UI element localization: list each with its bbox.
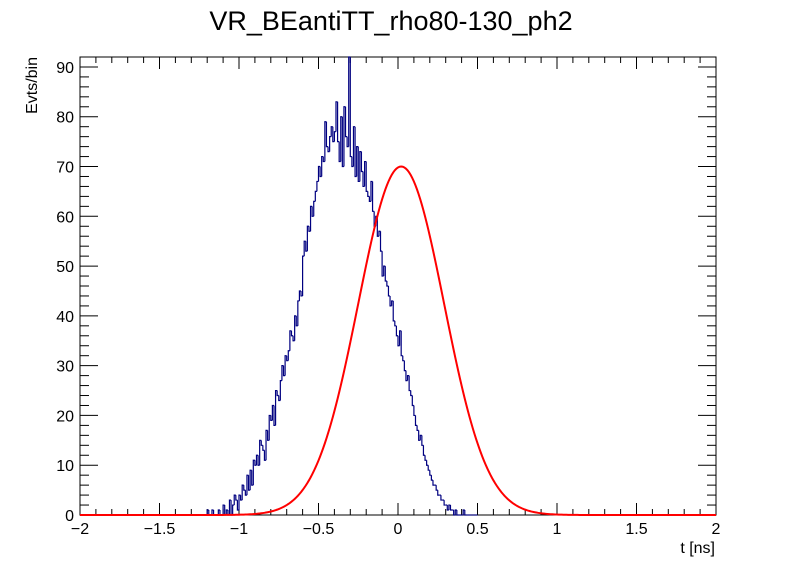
y-tick-label: 50 [56,259,74,276]
histogram-bin [437,490,440,496]
chart-title: VR_BEantiTT_rho80-130_ph2 [209,6,572,36]
y-tick-label: 60 [56,209,74,226]
x-tick-label: −1 [230,521,248,538]
y-tick-label: 70 [56,160,74,177]
histogram-bin [440,495,443,501]
y-tick-label: 40 [56,309,74,326]
series-layer [80,56,716,516]
y-tick-label: 80 [56,110,74,127]
histogram-bin [464,510,467,516]
x-tick-label: −2 [71,521,89,538]
y-axis-label: Evts/bin [24,57,41,114]
x-tick-label: −0.5 [303,521,335,538]
y-tick-label: 20 [56,408,74,425]
x-axis-tick-labels: −2 −1.5 −1 −0.5 0 0.5 1 1.5 2 [71,521,721,538]
y-tick-label: 90 [56,60,74,77]
x-tick-label: −1.5 [144,521,176,538]
fit-curve-gaussian-fit [80,165,716,516]
x-tick-label: 1.5 [625,521,647,538]
y-axis-tick-labels: 0 10 20 30 40 50 60 70 80 90 [56,60,74,525]
histogram-bin [432,480,435,486]
histogram-bin [443,500,446,506]
x-tick-label: 0.5 [466,521,488,538]
histogram-bin [449,505,453,511]
histogram-bin [456,510,459,516]
x-tick-label: 0 [394,521,403,538]
y-tick-label: 10 [56,458,74,475]
y-tick-label: 0 [65,508,74,525]
y-tick-label: 30 [56,359,74,376]
x-axis-label: t [ns] [680,540,715,557]
x-tick-label: 2 [712,521,721,538]
x-tick-label: 1 [553,521,562,538]
